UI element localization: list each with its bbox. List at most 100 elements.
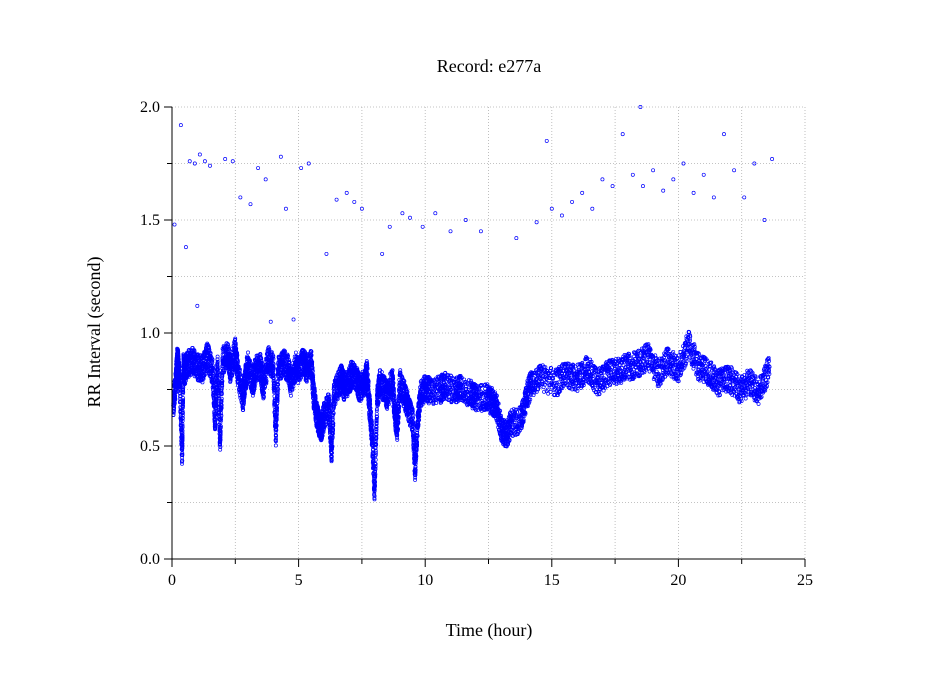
data-point [762, 218, 767, 222]
data-point [263, 372, 268, 377]
data-point [172, 401, 177, 406]
data-point [264, 376, 269, 381]
data-point [241, 408, 246, 413]
data-point [296, 381, 301, 386]
data-point [212, 418, 217, 423]
data-point [218, 435, 223, 440]
data-point [213, 419, 218, 423]
data-point [219, 403, 224, 407]
data-point [641, 184, 645, 189]
data-point [261, 394, 266, 399]
data-point [241, 402, 246, 407]
data-point [177, 377, 182, 382]
data-point [275, 394, 280, 398]
data-point [610, 184, 615, 189]
data-point [387, 224, 392, 229]
data-point [180, 458, 185, 463]
chart-title: Record: e277a [437, 56, 541, 76]
data-point [176, 349, 181, 354]
data-point [324, 251, 329, 256]
data-point [172, 222, 177, 227]
data-point [259, 363, 264, 367]
data-point [211, 375, 216, 380]
data-point [215, 357, 220, 362]
data-point [534, 220, 539, 225]
data-point [274, 436, 279, 441]
data-point [200, 380, 205, 385]
data-point [275, 401, 280, 406]
data-point [242, 390, 247, 395]
data-point [218, 437, 223, 442]
data-point [180, 451, 185, 456]
data-point [277, 368, 282, 373]
data-point [172, 405, 177, 410]
data-point [463, 218, 468, 222]
data-point [478, 229, 483, 234]
data-point [722, 132, 726, 137]
data-points [171, 105, 775, 502]
data-point [514, 236, 519, 241]
data-point [218, 430, 223, 435]
data-point [180, 437, 185, 442]
data-point [271, 373, 276, 377]
data-point [275, 388, 280, 393]
data-point [216, 393, 221, 398]
data-point [177, 365, 182, 369]
data-point [590, 206, 595, 211]
data-point [691, 190, 696, 195]
data-point [213, 426, 218, 431]
data-point [246, 350, 250, 355]
data-point [291, 317, 296, 322]
data-point [202, 159, 207, 164]
data-point [180, 452, 185, 457]
data-point [244, 386, 248, 391]
data-point [218, 442, 222, 447]
data-point [296, 355, 301, 360]
data-point [630, 172, 635, 177]
data-point [238, 367, 242, 372]
data-point [252, 386, 257, 391]
data-point [256, 166, 261, 170]
data-point [299, 375, 304, 380]
data-point [210, 357, 215, 362]
data-point [271, 378, 276, 383]
data-point [288, 393, 293, 398]
data-point [600, 177, 605, 182]
data-point [236, 358, 240, 363]
data-point [219, 413, 224, 418]
data-point [732, 168, 737, 173]
data-point [212, 416, 217, 421]
data-point [242, 398, 246, 403]
data-point [638, 105, 643, 109]
data-point [176, 352, 181, 357]
data-point [197, 152, 202, 157]
data-point [211, 370, 216, 375]
data-point [216, 375, 220, 379]
data-point [273, 443, 278, 448]
data-point [196, 353, 201, 358]
data-point [181, 385, 186, 390]
data-point [242, 400, 247, 405]
data-point [279, 376, 284, 381]
data-point [263, 375, 268, 380]
data-point [222, 370, 226, 375]
data-point [266, 345, 271, 350]
data-point [180, 413, 185, 418]
data-point [243, 392, 247, 397]
data-point [711, 195, 716, 200]
data-point [183, 245, 188, 250]
data-point [235, 360, 240, 365]
data-point [268, 319, 273, 324]
data-point [408, 215, 412, 220]
grid [171, 106, 806, 560]
data-point [352, 199, 357, 204]
data-point [274, 439, 278, 444]
data-point [177, 360, 182, 365]
data-point [293, 350, 298, 355]
data-point [227, 349, 232, 354]
data-point [180, 415, 185, 420]
data-point [570, 199, 575, 204]
data-point [263, 177, 268, 182]
data-point [219, 405, 224, 410]
data-point [176, 348, 181, 353]
